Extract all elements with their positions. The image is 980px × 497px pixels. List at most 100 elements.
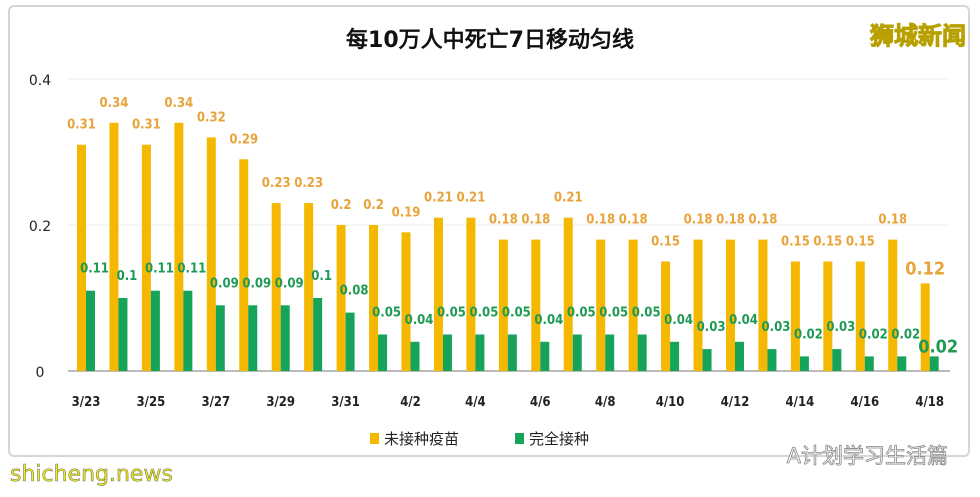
watermark-left: shicheng.news [10,462,174,488]
bar-vaccinated [799,356,809,371]
data-label: 0.05 [469,306,498,321]
chart-title: 每10万人中死亡7日移动匀线 [346,28,634,53]
bar-vaccinated [378,334,388,371]
data-label: 0.1 [311,269,332,284]
bar-unvaccinated [239,159,249,371]
bar-unvaccinated [174,122,184,371]
legend-label: 未接种疫苗 [384,430,460,448]
bar-unvaccinated [563,217,573,371]
x-tick-label: 3/31 [331,395,360,410]
bar-unvaccinated [855,261,865,371]
bar-vaccinated [540,341,550,371]
data-label: 0.29 [229,132,258,147]
data-label: 0.04 [405,313,434,328]
bar-vaccinated [735,341,744,371]
data-label: 0.21 [554,191,583,206]
data-label: 0.02 [918,336,958,357]
bar-unvaccinated [661,261,671,371]
data-label: 0.31 [67,118,96,133]
bar-unvaccinated [531,239,541,371]
bar-unvaccinated [433,217,443,371]
x-tick-label: 4/6 [530,395,551,410]
bar-unvaccinated [466,217,476,371]
legend: 未接种疫苗 完全接种 [370,428,589,449]
bar-vaccinated [832,349,842,371]
bar-vaccinated [475,334,485,371]
data-label: 0.23 [294,176,323,191]
data-label: 0.15 [651,235,680,250]
bar-vaccinated [864,356,874,371]
data-label: 0.18 [749,213,778,228]
x-tick-label: 4/4 [465,395,486,410]
bar-unvaccinated [693,239,703,371]
x-tick-label: 4/10 [656,395,685,410]
data-label: 0.2 [363,198,384,213]
data-label: 0.04 [664,313,693,328]
data-label: 0.18 [619,213,648,228]
bar-unvaccinated [726,239,735,371]
data-label: 0.02 [891,327,920,342]
data-label: 0.04 [534,313,563,328]
data-label: 0.31 [132,118,161,133]
data-label: 0.09 [275,276,304,291]
bar-unvaccinated [758,239,768,371]
bar-vaccinated [572,334,582,371]
x-tick-label: 4/12 [721,395,750,410]
data-label: 0.05 [599,306,628,321]
legend-item-vaccinated: 完全接种 [515,428,589,449]
watermark-right: A计划学习生活篇 [786,444,948,469]
y-tick-label: 0.4 [29,73,51,89]
bar-vaccinated [248,305,258,371]
y-tick-label: 0 [36,365,45,381]
data-label: 0.18 [878,213,907,228]
bar-unvaccinated [790,261,800,371]
data-label: 0.09 [242,276,271,291]
data-label: 0.08 [340,284,369,299]
data-label: 0.19 [392,205,421,220]
data-label: 0.11 [80,262,109,277]
x-tick-label: 4/14 [786,395,815,410]
data-label: 0.15 [846,235,875,250]
data-label: 0.05 [502,306,531,321]
data-label: 0.02 [794,327,823,342]
bar-unvaccinated [498,239,508,371]
data-label: 0.15 [813,235,842,250]
data-label: 0.2 [331,198,352,213]
data-label: 0.18 [586,213,615,228]
data-label: 0.03 [762,320,791,335]
x-tick-label: 4/18 [915,395,944,410]
bar-unvaccinated [109,122,119,371]
bar-unvaccinated [206,137,216,371]
data-label: 0.18 [684,213,713,228]
bar-vaccinated [345,312,355,371]
x-tick-label: 4/16 [850,395,879,410]
bar-vaccinated [150,290,160,371]
data-label: 0.21 [424,191,453,206]
data-label: 0.18 [521,213,550,228]
bar-vaccinated [280,305,290,371]
legend-swatch [515,433,525,444]
bar-vaccinated [507,334,517,371]
data-label: 0.05 [632,306,661,321]
bar-vaccinated [702,349,712,371]
x-tick-label: 4/8 [595,395,616,410]
data-label: 0.32 [197,110,226,125]
data-label: 0.18 [716,213,745,228]
bar-vaccinated [410,341,420,371]
bar-unvaccinated [304,203,314,371]
chart-frame [8,5,970,457]
data-label: 0.04 [729,313,758,328]
data-label: 0.34 [164,96,193,111]
x-tick-label: 3/29 [266,395,295,410]
bar-vaccinated [215,305,225,371]
bar-vaccinated [118,298,128,371]
data-label: 0.02 [859,327,888,342]
data-label: 0.12 [905,258,945,279]
bar-unvaccinated [271,203,281,371]
bar-unvaccinated [369,225,379,371]
bar-vaccinated [637,334,647,371]
bar-unvaccinated [823,261,833,371]
data-label: 0.05 [567,306,596,321]
bar-vaccinated [86,290,95,371]
